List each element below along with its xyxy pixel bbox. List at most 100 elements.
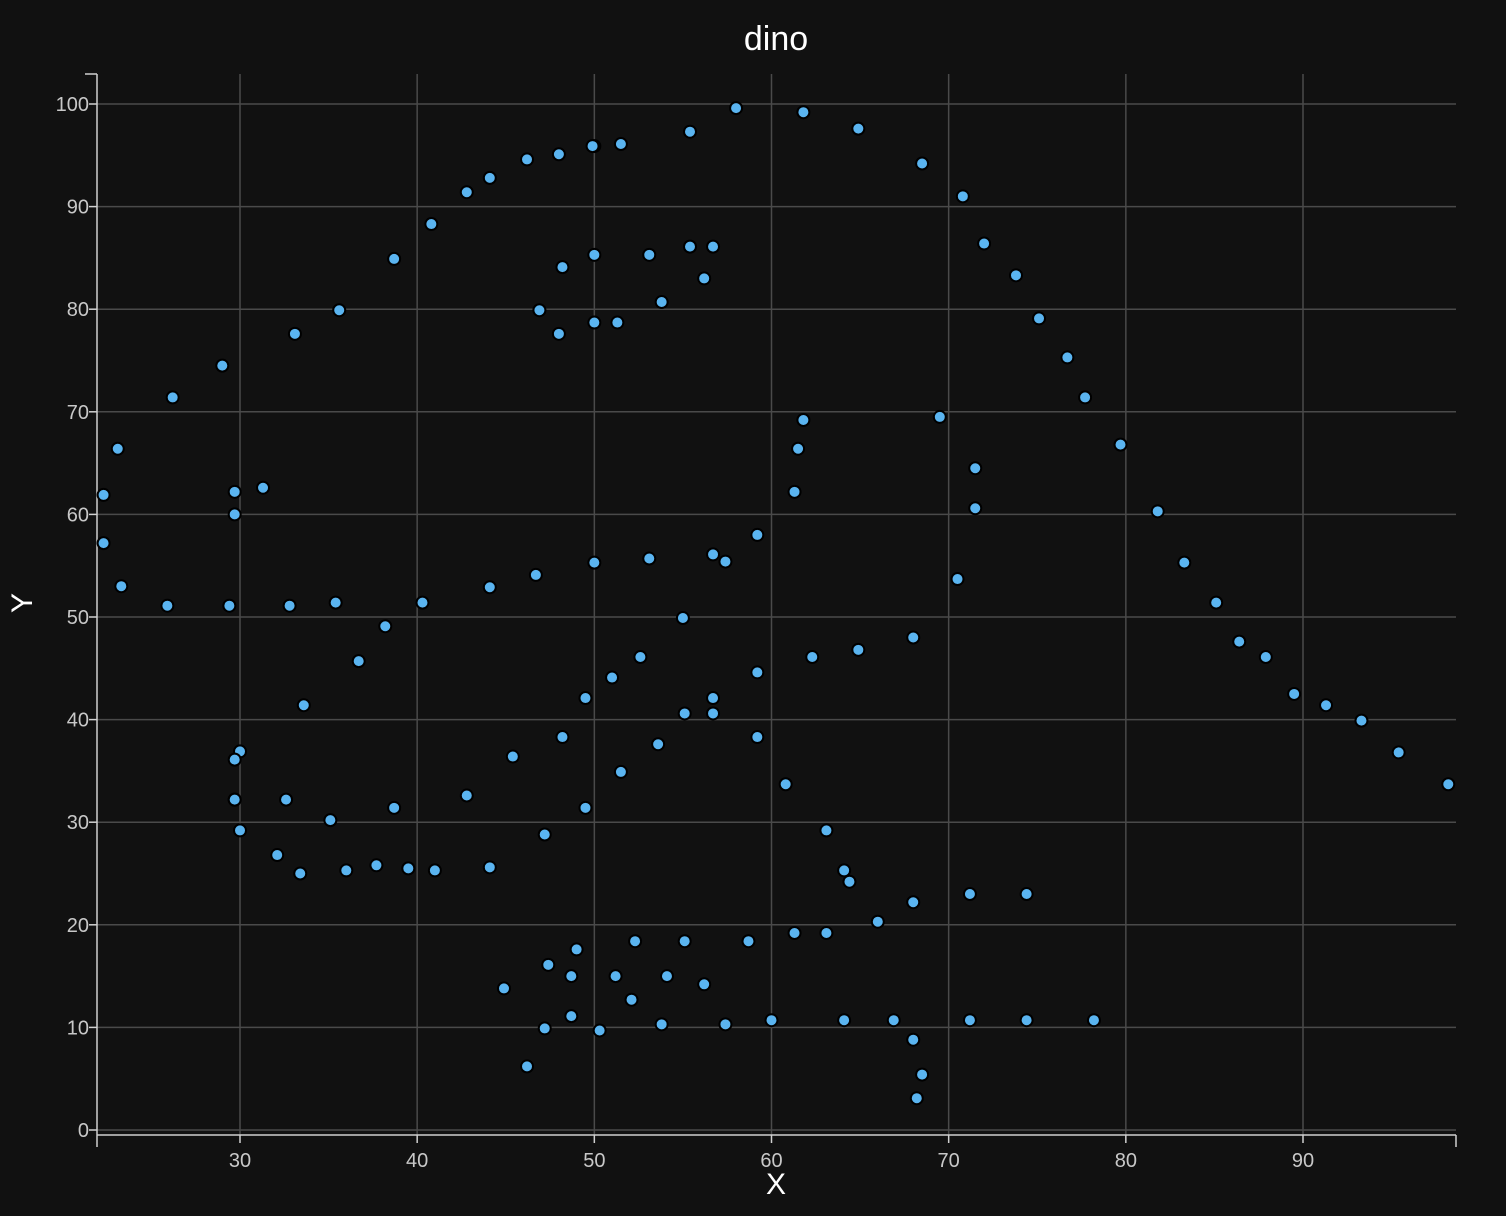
x-tick-label: 30 — [229, 1150, 251, 1172]
data-point — [677, 706, 692, 721]
data-point — [633, 650, 648, 665]
data-point — [282, 598, 297, 613]
x-tick-label: 70 — [938, 1150, 960, 1172]
data-point — [215, 358, 230, 373]
data-point — [424, 217, 439, 232]
data-point — [227, 507, 242, 522]
data-point — [851, 121, 866, 136]
data-point — [870, 914, 885, 929]
data-point — [962, 887, 977, 902]
data-point — [482, 860, 497, 875]
data-point — [718, 554, 733, 569]
data-point — [968, 461, 983, 476]
data-point — [1086, 1013, 1101, 1028]
data-point — [778, 777, 793, 792]
data-point — [227, 792, 242, 807]
data-point — [323, 813, 338, 828]
data-point — [796, 105, 811, 120]
y-tick-label: 50 — [67, 607, 89, 629]
data-point — [1258, 650, 1273, 665]
data-point — [532, 303, 547, 318]
data-point — [842, 874, 857, 889]
data-point — [706, 547, 721, 562]
data-point — [706, 706, 721, 721]
data-point — [222, 598, 237, 613]
data-point — [537, 827, 552, 842]
data-point — [819, 926, 834, 941]
data-point — [819, 823, 834, 838]
data-point — [293, 866, 308, 881]
data-point — [415, 595, 430, 610]
data-point — [427, 863, 442, 878]
x-tick-label: 40 — [406, 1150, 428, 1172]
data-point — [96, 536, 111, 551]
data-point — [968, 501, 983, 516]
data-point — [401, 861, 416, 876]
data-point — [387, 251, 402, 266]
data-point — [587, 315, 602, 330]
tick-labels: 30 40 50 60 70 80 90 0 10 20 30 40 50 60 70 80 90 100 — [56, 94, 1315, 1172]
data-point — [906, 895, 921, 910]
x-tick-label: 90 — [1292, 1150, 1314, 1172]
data-point — [837, 1013, 852, 1028]
data-point — [1019, 887, 1034, 902]
data-point — [642, 247, 657, 262]
data-point — [555, 260, 570, 275]
data-point — [1060, 350, 1075, 365]
data-point — [578, 800, 593, 815]
data-point — [837, 863, 852, 878]
x-tick-label: 80 — [1115, 1150, 1137, 1172]
data-point — [351, 654, 366, 669]
data-point — [270, 848, 285, 863]
data-point — [114, 579, 129, 594]
y-tick-label: 20 — [67, 915, 89, 937]
data-point — [279, 792, 294, 807]
data-point — [683, 239, 698, 254]
data-point — [482, 170, 497, 185]
data-point — [805, 650, 820, 665]
data-point — [1032, 311, 1047, 326]
data-point — [654, 295, 669, 310]
data-point — [537, 1021, 552, 1036]
data-point — [233, 823, 247, 838]
x-axis-label: X — [766, 1168, 786, 1201]
y-tick-label: 30 — [67, 812, 89, 834]
data-point — [459, 185, 474, 200]
data-point — [955, 189, 970, 204]
data-point — [1287, 686, 1302, 701]
data-point — [1232, 634, 1247, 649]
data-point — [659, 969, 674, 984]
chart-title: dino — [744, 20, 808, 58]
data-point — [787, 484, 802, 499]
data-point — [651, 737, 666, 752]
data-point — [564, 1009, 579, 1024]
data-point — [520, 152, 535, 167]
data-point — [555, 730, 570, 745]
data-point — [851, 642, 866, 657]
data-point — [505, 749, 520, 764]
data-point — [569, 942, 584, 957]
data-point — [796, 413, 811, 428]
data-point — [750, 730, 765, 745]
data-point — [328, 595, 343, 610]
data-point — [915, 1067, 930, 1082]
grid-lines — [97, 74, 1456, 1135]
data-point — [587, 555, 602, 570]
data-point — [613, 137, 628, 152]
data-point — [764, 1013, 779, 1028]
y-tick-label: 80 — [67, 299, 89, 321]
data-point — [750, 665, 765, 680]
data-point — [610, 315, 625, 330]
data-point — [628, 934, 643, 949]
data-point — [624, 992, 639, 1007]
y-axis-label: Y — [6, 593, 39, 613]
y-tick-label: 0 — [78, 1120, 89, 1142]
data-point — [578, 691, 593, 706]
data-point — [165, 390, 180, 405]
data-point — [160, 598, 175, 613]
data-point — [1078, 390, 1093, 405]
data-point — [551, 326, 566, 341]
data-point — [791, 441, 806, 456]
data-point — [1008, 268, 1023, 283]
data-point — [496, 981, 511, 996]
